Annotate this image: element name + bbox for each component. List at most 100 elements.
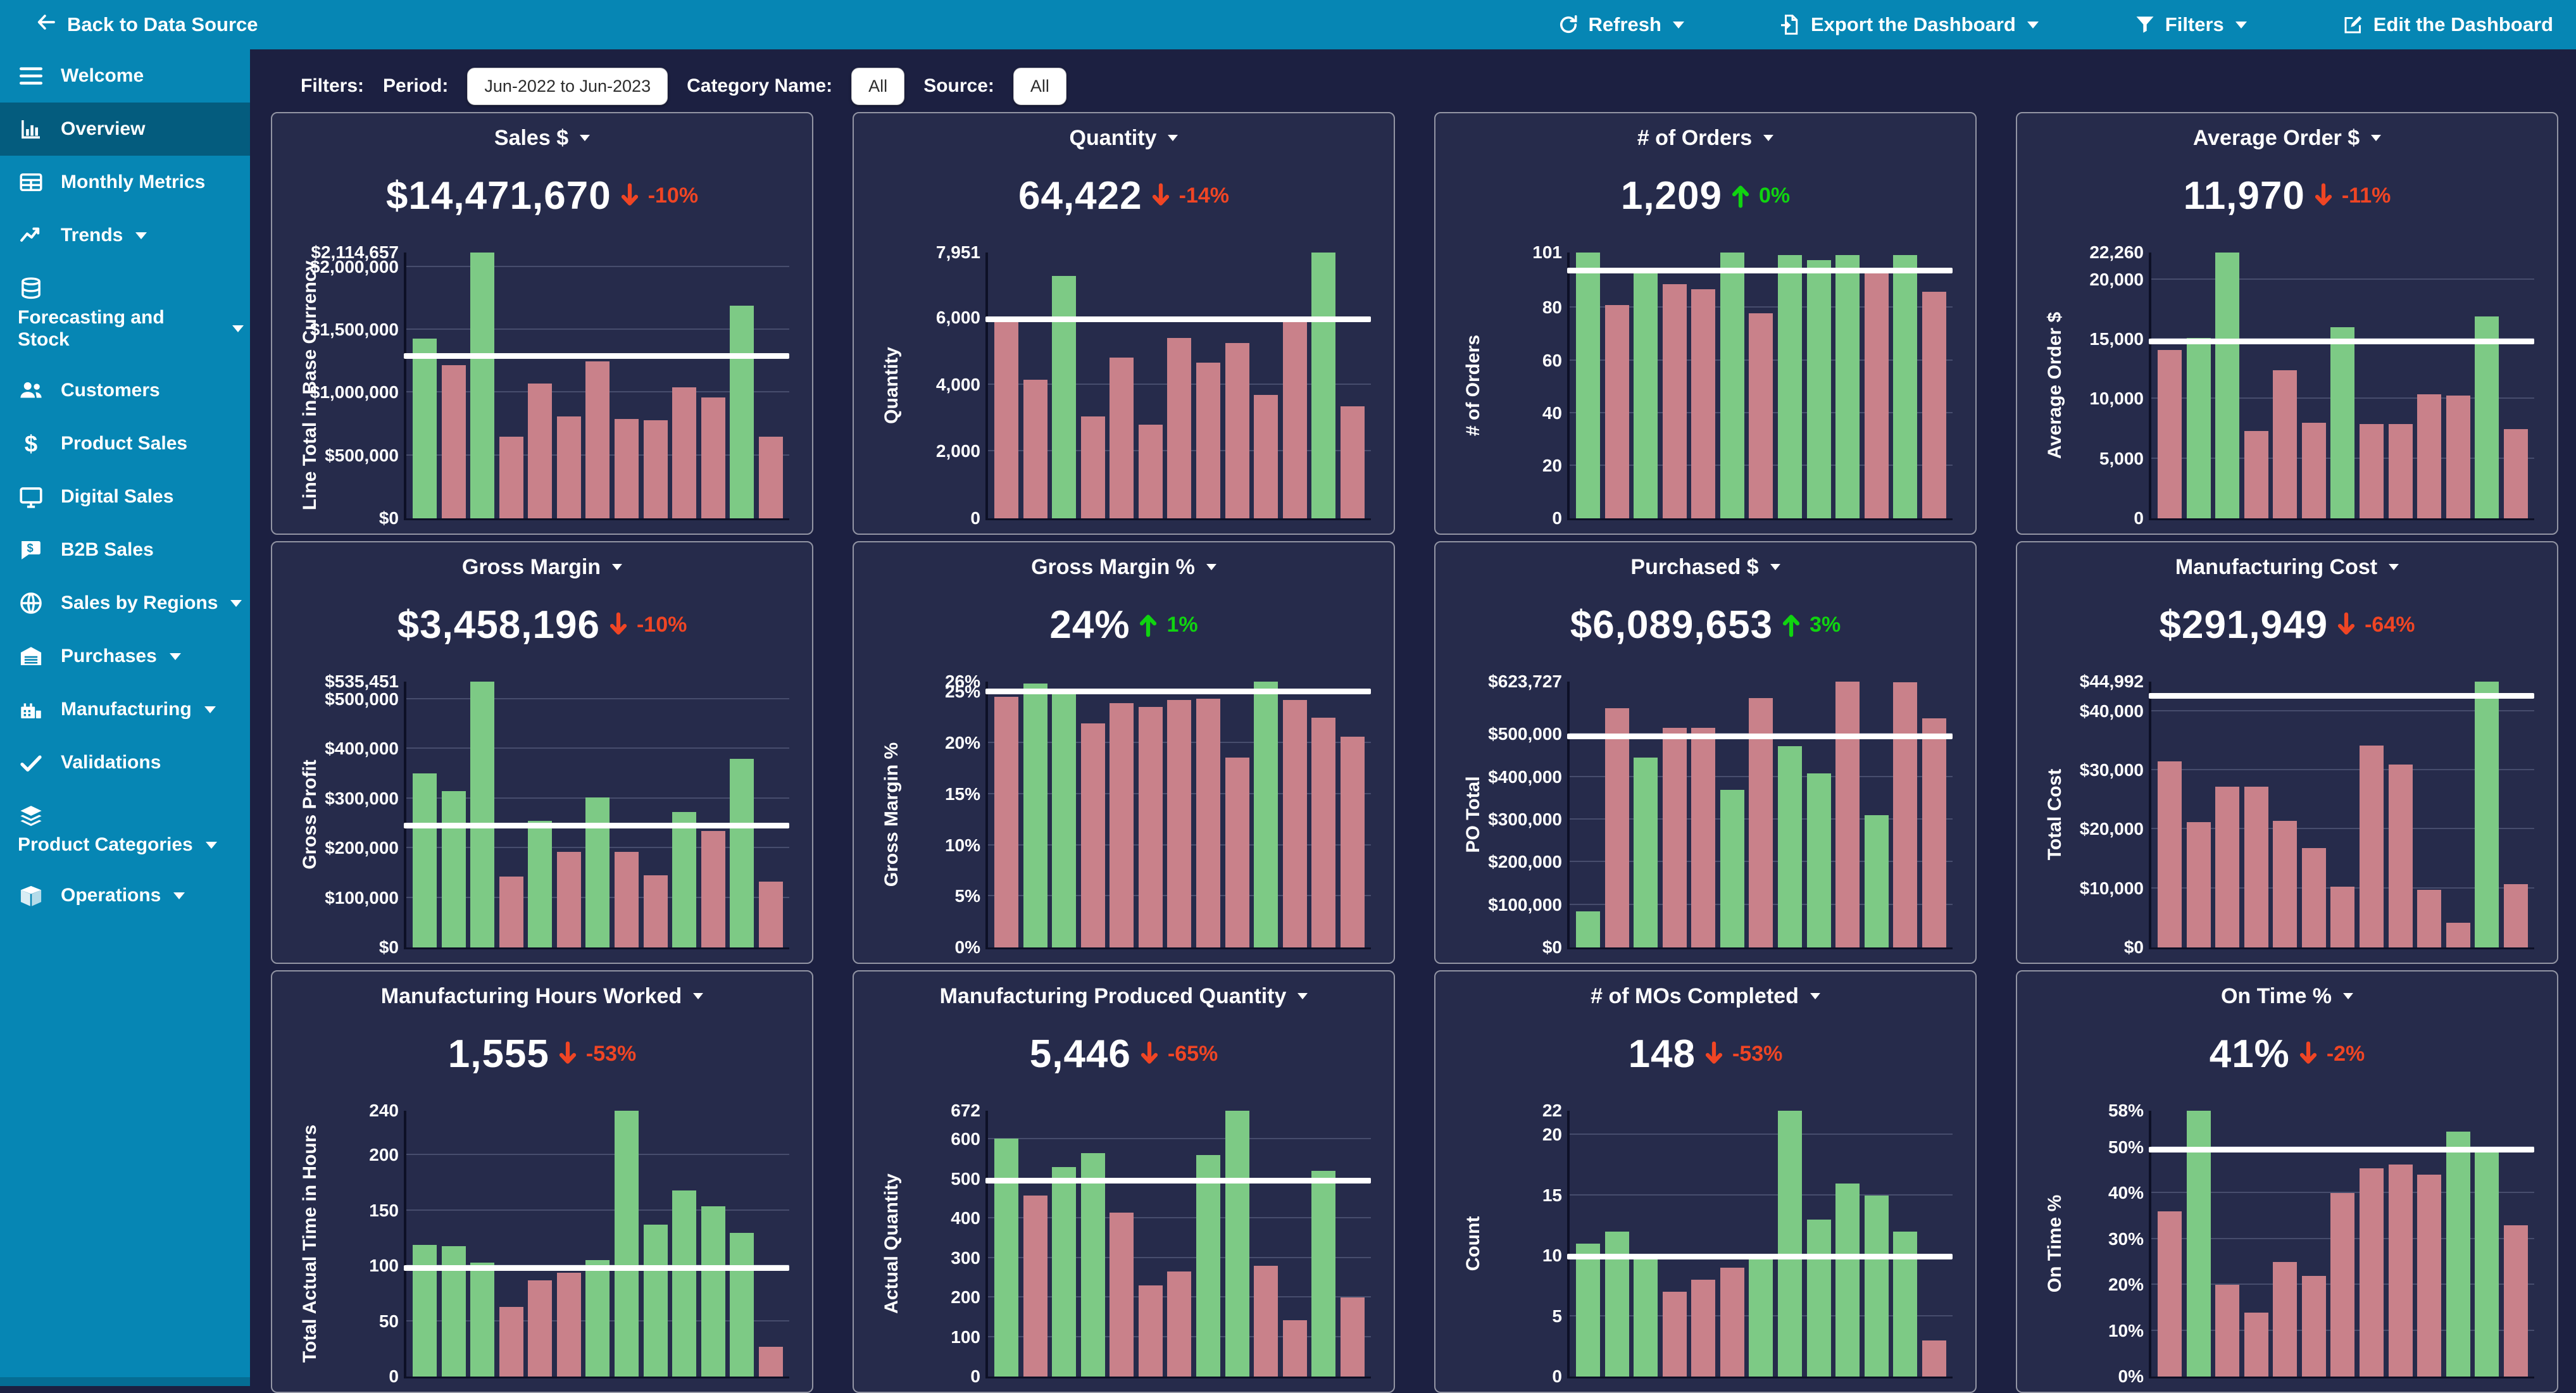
bar[interactable] — [2475, 316, 2499, 518]
bar[interactable] — [1576, 253, 1600, 518]
tile-title-dropdown[interactable]: Average Order $ — [2034, 123, 2541, 153]
bar[interactable] — [1254, 394, 1279, 518]
tile-title-dropdown[interactable]: On Time % — [2034, 982, 2541, 1011]
bar[interactable] — [585, 797, 610, 947]
bar[interactable] — [1225, 757, 1249, 947]
refresh-button[interactable]: Refresh — [1557, 13, 1684, 36]
sidebar-item-sales-by-regions[interactable]: Sales by Regions — [0, 577, 250, 630]
bar[interactable] — [1196, 699, 1221, 947]
tile-title-dropdown[interactable]: Manufacturing Cost — [2034, 553, 2541, 582]
bar[interactable] — [1720, 253, 1744, 518]
bar[interactable] — [2244, 1312, 2268, 1377]
bar[interactable] — [2503, 884, 2528, 947]
bar[interactable] — [1254, 682, 1279, 947]
bar[interactable] — [528, 384, 553, 518]
period-filter[interactable]: Jun-2022 to Jun-2023 — [467, 67, 668, 105]
bar[interactable] — [1023, 379, 1047, 518]
bar[interactable] — [556, 416, 581, 518]
bar[interactable] — [701, 1206, 725, 1377]
bar[interactable] — [2360, 423, 2384, 518]
bar[interactable] — [1662, 728, 1687, 947]
bar[interactable] — [1167, 337, 1192, 518]
bar[interactable] — [730, 306, 754, 518]
filters-button[interactable]: Filters — [2134, 13, 2247, 36]
bar[interactable] — [2244, 431, 2268, 518]
bar[interactable] — [1662, 284, 1687, 518]
tile-title-dropdown[interactable]: # of Orders — [1452, 123, 1959, 153]
bar[interactable] — [1778, 1111, 1803, 1377]
bar[interactable] — [1311, 1171, 1336, 1377]
tile-title-dropdown[interactable]: Manufacturing Produced Quantity — [870, 982, 1377, 1011]
bar[interactable] — [730, 1232, 754, 1377]
bar[interactable] — [2301, 848, 2326, 947]
bar[interactable] — [2158, 761, 2182, 947]
bar[interactable] — [470, 682, 495, 947]
sidebar-item-purchases[interactable]: Purchases — [0, 630, 250, 683]
bar[interactable] — [1110, 358, 1134, 518]
sidebar-item-operations[interactable]: Operations — [0, 870, 250, 923]
bar[interactable] — [1691, 728, 1716, 947]
bar[interactable] — [528, 821, 553, 947]
bar[interactable] — [585, 1260, 610, 1377]
bar[interactable] — [499, 1306, 523, 1377]
edit-the-dashboard-button[interactable]: Edit the Dashboard — [2342, 13, 2553, 36]
bar[interactable] — [1749, 313, 1773, 518]
bar[interactable] — [1720, 1268, 1744, 1377]
sidebar-item-product-categories[interactable]: Product Categories — [0, 789, 250, 870]
bar[interactable] — [2186, 1111, 2211, 1377]
bar[interactable] — [1138, 707, 1163, 947]
bar[interactable] — [1138, 1285, 1163, 1377]
bar[interactable] — [758, 1346, 783, 1377]
bar[interactable] — [1778, 255, 1803, 518]
bar[interactable] — [2215, 1285, 2240, 1377]
bar[interactable] — [1634, 758, 1658, 947]
bar[interactable] — [441, 790, 466, 947]
bar[interactable] — [1922, 1340, 1946, 1377]
bar[interactable] — [1604, 305, 1629, 518]
bar[interactable] — [1110, 703, 1134, 947]
bar[interactable] — [2273, 1261, 2298, 1377]
bar[interactable] — [1254, 1266, 1279, 1377]
bar[interactable] — [643, 420, 668, 518]
bar[interactable] — [2388, 764, 2413, 947]
source-filter[interactable]: All — [1013, 67, 1066, 105]
bar[interactable] — [1806, 773, 1831, 947]
bar[interactable] — [1052, 276, 1077, 518]
sidebar-item-trends[interactable]: Trends — [0, 209, 250, 262]
bar[interactable] — [2244, 787, 2268, 947]
bar[interactable] — [2475, 1149, 2499, 1377]
bar[interactable] — [2215, 253, 2240, 518]
bar[interactable] — [2360, 1168, 2384, 1377]
bar[interactable] — [1196, 363, 1221, 518]
bar[interactable] — [1749, 698, 1773, 947]
bar[interactable] — [1893, 255, 1918, 518]
bar[interactable] — [643, 875, 668, 947]
bar[interactable] — [1167, 700, 1192, 947]
bar[interactable] — [1835, 1183, 1860, 1377]
back-to-data-source-link[interactable]: Back to Data Source — [35, 11, 258, 38]
bar[interactable] — [1691, 289, 1716, 518]
bar[interactable] — [994, 321, 1018, 518]
bar[interactable] — [1282, 700, 1307, 947]
bar[interactable] — [2388, 423, 2413, 518]
bar[interactable] — [1052, 689, 1077, 947]
bar[interactable] — [672, 811, 697, 947]
tile-title-dropdown[interactable]: # of MOs Completed — [1452, 982, 1959, 1011]
bar[interactable] — [758, 881, 783, 947]
bar[interactable] — [413, 773, 437, 947]
bar[interactable] — [470, 253, 495, 518]
bar[interactable] — [1340, 737, 1365, 947]
bar[interactable] — [2417, 394, 2442, 518]
bar[interactable] — [1576, 1244, 1600, 1377]
bar[interactable] — [1778, 746, 1803, 947]
bar[interactable] — [1023, 684, 1047, 947]
bar[interactable] — [2446, 395, 2470, 518]
category-name-filter[interactable]: All — [851, 67, 905, 105]
bar[interactable] — [2360, 745, 2384, 947]
bar[interactable] — [1311, 717, 1336, 947]
bar[interactable] — [2446, 922, 2470, 947]
bar[interactable] — [701, 830, 725, 947]
bar[interactable] — [1282, 1320, 1307, 1377]
bar[interactable] — [1835, 682, 1860, 947]
export-the-dashboard-button[interactable]: Export the Dashboard — [1779, 13, 2039, 36]
